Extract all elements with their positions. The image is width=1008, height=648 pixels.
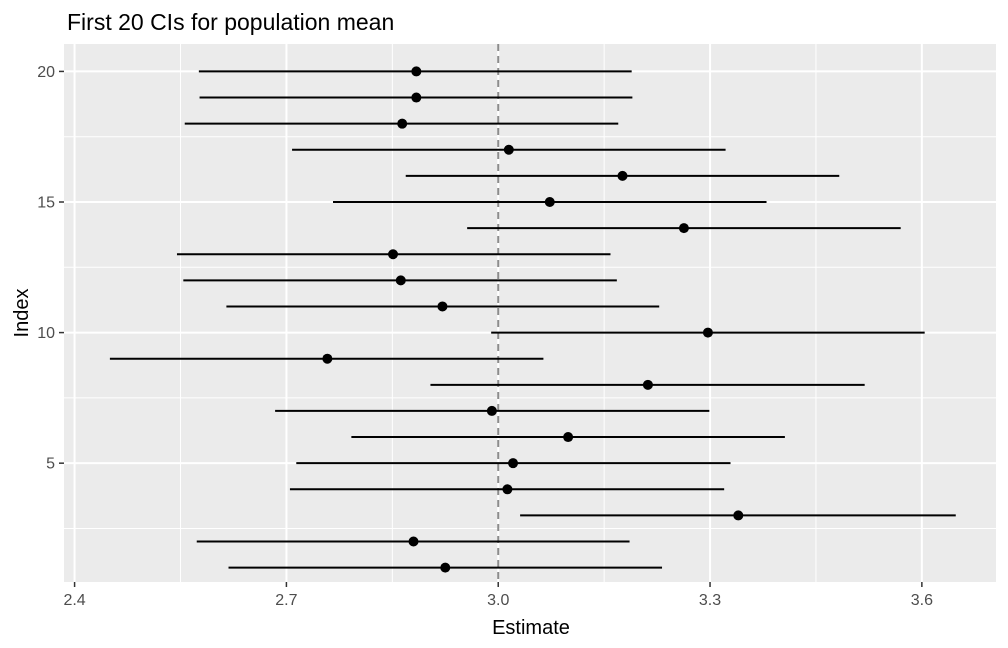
x-tick-label: 3.0 <box>487 592 509 609</box>
y-axis-title: Index <box>11 289 33 338</box>
estimate-point <box>411 92 422 103</box>
y-axis: 5 10 15 20 <box>37 64 64 473</box>
estimate-point <box>678 223 689 234</box>
estimate-point <box>440 562 451 573</box>
estimate-point <box>408 536 419 547</box>
estimate-point <box>642 379 653 390</box>
x-tick-label: 3.6 <box>911 592 933 609</box>
x-tick-label: 2.4 <box>63 592 85 609</box>
estimate-point <box>395 275 406 286</box>
estimate-point <box>397 118 408 129</box>
estimate-point <box>508 458 519 469</box>
estimate-point <box>544 197 555 208</box>
y-tick-label: 15 <box>37 195 55 212</box>
y-tick-label: 10 <box>37 325 55 342</box>
chart-title: First 20 CIs for population mean <box>67 9 394 35</box>
plot-panel <box>64 44 996 582</box>
estimate-point <box>502 484 513 495</box>
estimate-point <box>322 353 333 364</box>
estimate-point <box>702 327 713 338</box>
estimate-point <box>437 301 448 312</box>
x-axis-title: Estimate <box>492 617 570 639</box>
estimate-point <box>486 405 497 416</box>
interval-series <box>109 66 956 573</box>
y-tick-label: 5 <box>46 456 55 473</box>
estimate-point <box>411 66 422 77</box>
y-tick-label: 20 <box>37 64 55 81</box>
estimate-point <box>563 432 574 443</box>
x-tick-label: 2.7 <box>275 592 297 609</box>
estimate-point <box>733 510 744 521</box>
x-axis: 2.4 2.7 3.0 3.3 3.6 <box>63 582 933 609</box>
grid-minor <box>64 44 996 582</box>
x-tick-label: 3.3 <box>699 592 721 609</box>
estimate-point <box>617 170 628 181</box>
estimate-point <box>503 144 514 155</box>
estimate-point <box>388 249 399 260</box>
